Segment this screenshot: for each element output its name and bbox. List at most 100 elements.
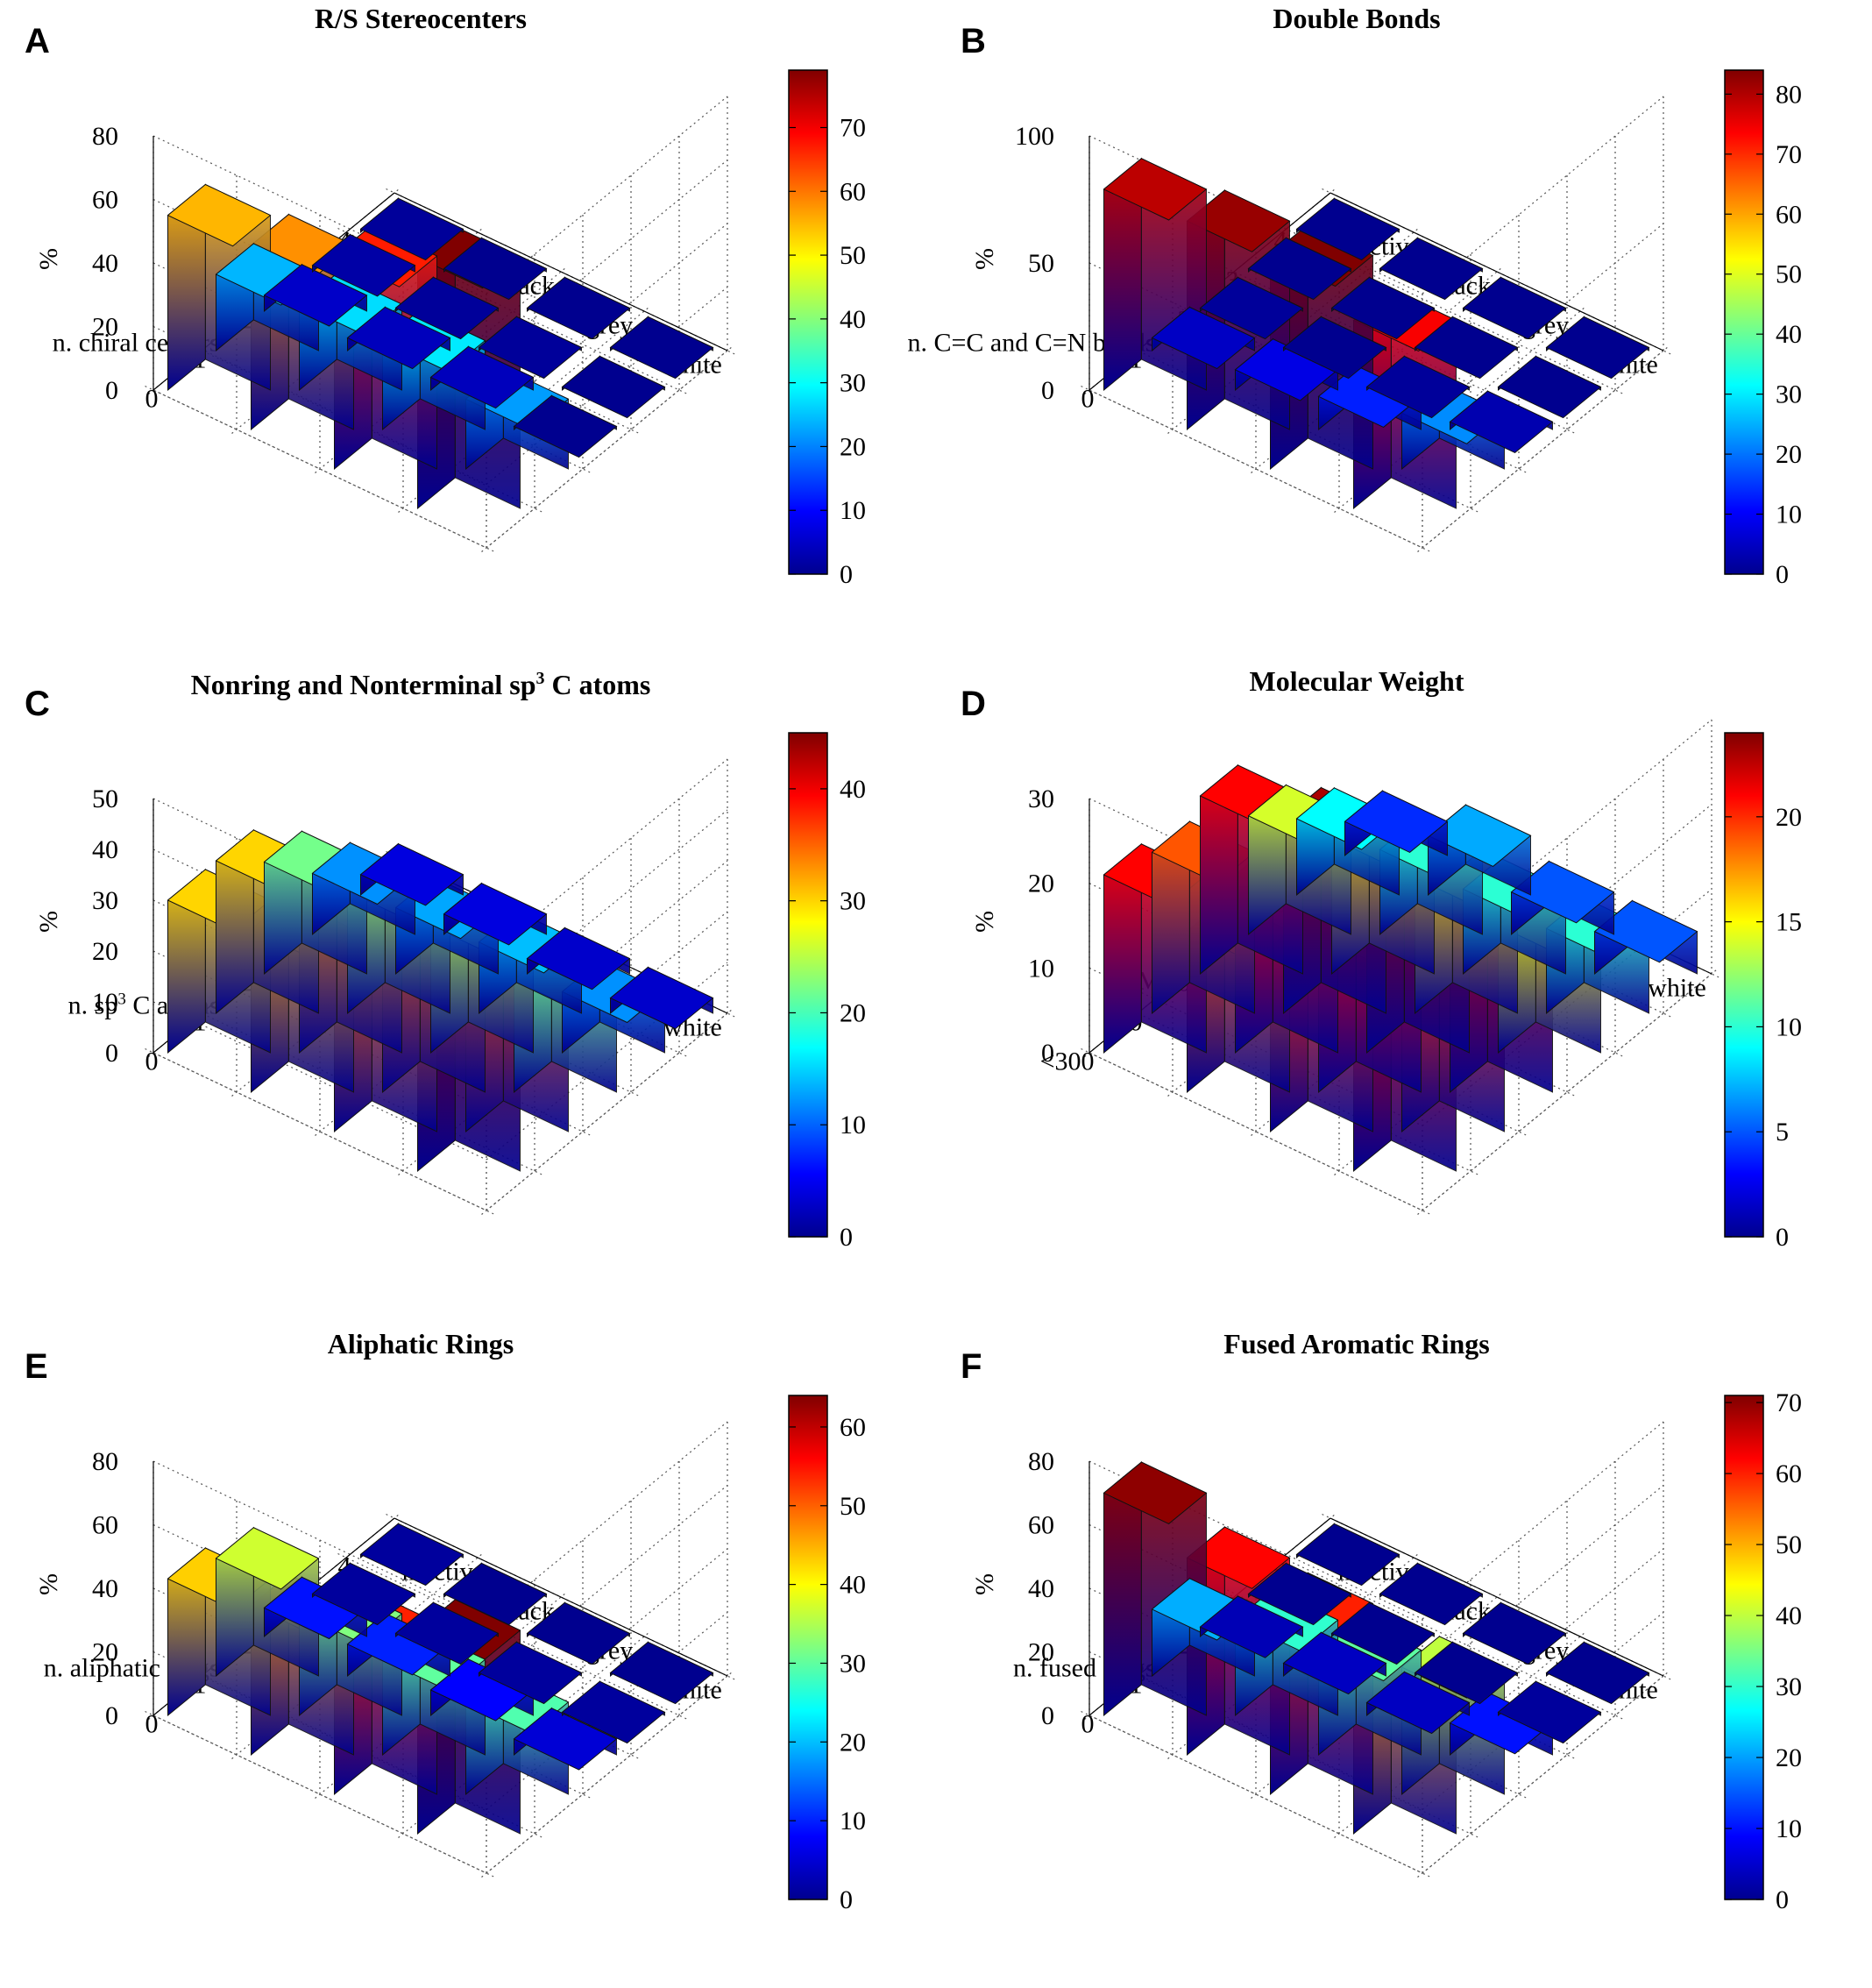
bar-top-face bbox=[1247, 1562, 1352, 1626]
bar-top-face bbox=[609, 1641, 714, 1705]
bar-top-face bbox=[609, 316, 714, 380]
bars bbox=[1103, 157, 1650, 510]
bar-top-face bbox=[359, 843, 464, 906]
bar-1-black bbox=[1234, 337, 1339, 401]
bars bbox=[167, 183, 714, 510]
colorbar-tick-label: 0 bbox=[840, 560, 853, 589]
colorbar-tick-label: 10 bbox=[1776, 1012, 1802, 1041]
grid-line bbox=[1273, 1552, 1624, 1721]
bar-2-grey bbox=[1365, 355, 1471, 419]
colorbar-tick-label: 10 bbox=[840, 1807, 866, 1835]
bar-top-face bbox=[1497, 355, 1602, 419]
bar-top-face bbox=[1295, 1523, 1400, 1587]
z-tick-label: 0 bbox=[1041, 376, 1054, 405]
colorbar-tick-label: 40 bbox=[840, 1571, 866, 1600]
bar-top-face bbox=[429, 345, 535, 409]
panel-letter: E bbox=[25, 1347, 48, 1386]
colorbar-tick-label: 20 bbox=[840, 1728, 866, 1757]
bar-4-white bbox=[1545, 1641, 1650, 1705]
grid-line bbox=[1081, 1710, 1431, 1878]
z-tick-label: 20 bbox=[92, 937, 118, 966]
bar-top-face bbox=[609, 966, 714, 1030]
bar-4-inactive bbox=[1295, 1523, 1400, 1587]
bar-top-face bbox=[215, 1527, 320, 1590]
bar-2-inactive bbox=[1199, 276, 1304, 340]
bar-top-face bbox=[443, 1562, 548, 1626]
bar-top-face bbox=[443, 237, 548, 301]
z-tick-label: 0 bbox=[1041, 1701, 1054, 1730]
bar-2-white bbox=[513, 1707, 618, 1771]
bar-4-grey bbox=[526, 1601, 631, 1665]
bar-top-face bbox=[1462, 1601, 1567, 1665]
bar-2-white bbox=[1449, 390, 1554, 453]
bar-top-face bbox=[1414, 1641, 1519, 1705]
bar-top-face bbox=[394, 1601, 500, 1665]
category-tick-label: white bbox=[1648, 974, 1706, 1003]
bar-top-face bbox=[1282, 1631, 1387, 1695]
grid-line bbox=[145, 1047, 495, 1216]
bar-top-face bbox=[1186, 1526, 1291, 1589]
bar-top-face bbox=[1344, 790, 1449, 853]
z-tick-label: 10 bbox=[92, 988, 118, 1017]
row-tick-label: 0 bbox=[145, 1047, 159, 1076]
bar-top-face bbox=[1365, 1671, 1471, 1735]
colorbar-tick-label: 10 bbox=[1776, 1814, 1802, 1843]
colorbar-tick-label: 50 bbox=[840, 1492, 866, 1521]
panel-letter: C bbox=[25, 685, 50, 723]
bar-4-grey bbox=[1462, 1601, 1567, 1665]
grid-line bbox=[1081, 385, 1431, 553]
bar-4-white bbox=[609, 966, 714, 1030]
panel-letter: B bbox=[961, 22, 986, 60]
bar-4-inactive bbox=[359, 197, 464, 261]
colorbar-tick-label: 15 bbox=[1776, 908, 1802, 937]
bar-top-face bbox=[1330, 1601, 1436, 1665]
panel-c: C Nonring and Nonterminal sp3 C atoms 0 10 2… bbox=[25, 669, 866, 1252]
category-axis bbox=[394, 192, 728, 351]
colorbar-tick-label: 40 bbox=[1776, 320, 1802, 349]
colorbar bbox=[1724, 69, 1764, 575]
bar-top-face bbox=[1379, 237, 1484, 301]
colorbar-tick-label: 60 bbox=[840, 1413, 866, 1442]
bar-top-face bbox=[478, 316, 583, 380]
colorbar-tick-label: 0 bbox=[1776, 560, 1789, 589]
grid-line bbox=[337, 1552, 688, 1721]
colorbar bbox=[788, 732, 828, 1238]
z-tick-label: 40 bbox=[1028, 1574, 1054, 1603]
z-tick-label: 30 bbox=[92, 886, 118, 915]
bar-top-face bbox=[311, 1562, 416, 1626]
bar-top-face bbox=[1593, 900, 1698, 963]
colorbar-tick-label: 20 bbox=[1776, 803, 1802, 832]
panel-title: Nonring and Nonterminal sp3 C atoms bbox=[191, 669, 651, 700]
bar-3-grey bbox=[478, 316, 583, 380]
colorbar-tick-label: 70 bbox=[840, 114, 866, 143]
colorbar bbox=[1724, 1395, 1764, 1900]
bar-top-face bbox=[394, 276, 500, 340]
bar-top-face bbox=[1247, 237, 1352, 301]
bar-4-grey bbox=[526, 276, 631, 340]
colorbar-tick-label: 10 bbox=[840, 1111, 866, 1140]
bar-3-white bbox=[1497, 355, 1602, 419]
bar-1-inactive bbox=[215, 1526, 320, 1678]
bar-top-face bbox=[1545, 316, 1650, 380]
z-tick-label: 20 bbox=[1028, 1638, 1054, 1667]
bar-4-grey bbox=[1462, 276, 1567, 340]
bar-3-black bbox=[1330, 276, 1436, 340]
bar-2-black bbox=[1282, 1631, 1387, 1695]
bar-2-inactive bbox=[263, 263, 368, 327]
bar-top-face bbox=[359, 1523, 464, 1587]
bar-top-face bbox=[1379, 1562, 1484, 1626]
bar-top-face bbox=[1103, 158, 1208, 221]
bar-4-black bbox=[1379, 237, 1484, 301]
z-axis-label: % bbox=[970, 248, 999, 270]
bar-top-face bbox=[1510, 861, 1615, 924]
bar-top-face bbox=[1199, 1595, 1304, 1658]
bar-top-face bbox=[1462, 276, 1567, 340]
bar-2-grey bbox=[429, 345, 535, 409]
z-axis-label: % bbox=[970, 1573, 999, 1595]
colorbar-tick-label: 5 bbox=[1776, 1118, 1789, 1147]
colorbar-tick-label: 50 bbox=[1776, 260, 1802, 289]
z-tick-label: 0 bbox=[105, 376, 118, 405]
